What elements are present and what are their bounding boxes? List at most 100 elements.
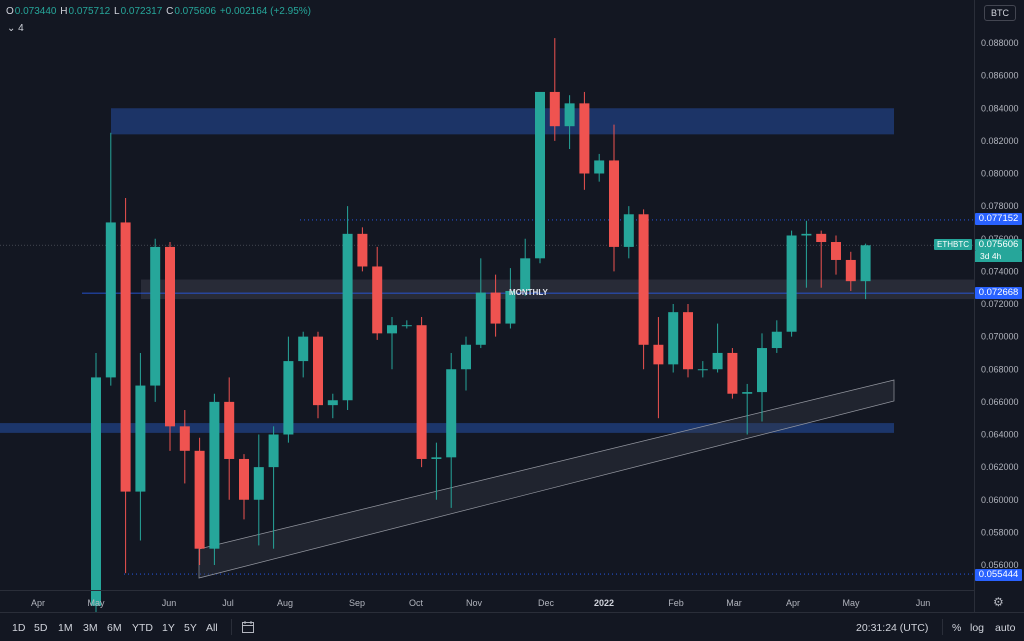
chart-canvas[interactable]: 0.088000 0.086000 0.084000 0.082000 0.080000…	[0, 0, 1024, 612]
candle-body	[120, 222, 131, 492]
candle-body	[771, 331, 782, 349]
price-tick-label: 0.070000	[981, 332, 1019, 342]
candle-body	[742, 392, 753, 394]
settings-gear-icon[interactable]: ⚙	[993, 595, 1004, 609]
timeframe-1y[interactable]: 1Y	[162, 622, 175, 634]
timeframe-6m[interactable]: 6M	[107, 622, 122, 634]
indicators-toggle[interactable]: ⌄ 4	[7, 23, 24, 34]
candle-body	[268, 434, 279, 468]
candle-body	[683, 312, 693, 370]
candle-body	[535, 91, 545, 259]
symbol-tag: ETHBTC	[934, 239, 972, 250]
time-tick-label: Jul	[222, 598, 234, 608]
time-tick-label: May	[87, 598, 105, 608]
timeframe-5y[interactable]: 5Y	[184, 622, 197, 634]
candle-body	[150, 246, 161, 386]
bottom-toolbar: 1D 5D 1M 3M 6M YTD 1Y 5Y All 20:31:24 (U…	[0, 612, 1024, 641]
candle-body	[697, 369, 708, 371]
chevron-down-icon: ⌄	[7, 23, 16, 34]
price-tick-label: 0.076000	[981, 234, 1019, 244]
price-tick-label: 0.080000	[981, 169, 1019, 179]
zones-layer	[0, 108, 974, 433]
candle-body	[135, 385, 146, 492]
candle-body	[91, 377, 101, 606]
price-axis[interactable]: 0.088000 0.086000 0.084000 0.082000 0.080000…	[0, 0, 1019, 612]
time-tick-label: Sep	[348, 598, 366, 608]
candles-layer	[91, 38, 871, 612]
time-tick-label: Mar	[726, 598, 742, 608]
change-value: +0.002164 (+2.95%)	[219, 6, 311, 17]
candle-body	[653, 344, 664, 365]
time-tick-label: Jun	[915, 598, 931, 608]
percent-toggle[interactable]: %	[952, 622, 962, 634]
close-label: C	[166, 6, 174, 17]
price-tick-label: 0.074000	[981, 266, 1019, 276]
price-tick-label: 0.082000	[981, 136, 1019, 146]
candle-body	[431, 457, 442, 459]
candle-body	[520, 258, 531, 291]
currency-badge[interactable]: BTC	[984, 5, 1016, 21]
time-tick-label: Nov	[465, 598, 483, 608]
price-tick-label: 0.084000	[981, 103, 1019, 113]
zone-upper-resistance	[111, 108, 894, 135]
low-label: L	[114, 6, 120, 17]
candle-body	[224, 401, 235, 459]
monthly-annotation: MONTHLY	[509, 288, 548, 297]
candle-body	[401, 325, 412, 327]
timeframe-ytd[interactable]: YTD	[132, 622, 153, 634]
high-value: 0.075712	[68, 6, 111, 17]
candle-body	[209, 401, 220, 549]
candle-body	[357, 233, 368, 267]
open-value: 0.073440	[14, 6, 57, 17]
low-value: 0.072317	[120, 6, 163, 17]
candle-body	[105, 222, 116, 378]
candle-body	[490, 292, 501, 324]
price-tick-label: 0.078000	[981, 201, 1019, 211]
calendar-range-icon[interactable]	[241, 620, 255, 634]
log-toggle[interactable]: log	[970, 622, 985, 634]
candle-body	[342, 233, 353, 401]
price-tick-label: 0.066000	[981, 397, 1019, 407]
price-tick-label: 0.056000	[981, 560, 1019, 570]
monthly-line-price-label: 0.072668	[975, 287, 1022, 299]
candle-body	[253, 467, 264, 500]
timeframe-1d[interactable]: 1D	[12, 622, 26, 634]
price-tick-label: 0.088000	[981, 38, 1019, 48]
price-tick-label: 0.068000	[981, 364, 1019, 374]
candle-body	[801, 233, 812, 236]
open-label: O	[6, 6, 14, 17]
candle-body	[505, 290, 516, 324]
time-tick-label: Apr	[785, 598, 801, 608]
timeframe-5d[interactable]: 5D	[34, 622, 48, 634]
candle-body	[579, 103, 590, 174]
candle-body	[860, 245, 871, 282]
close-value: 0.075606	[174, 6, 217, 17]
candle-body	[564, 103, 575, 127]
price-lines-layer	[0, 219, 974, 575]
candle-body	[194, 450, 205, 549]
candle-body	[712, 352, 723, 370]
candle-body	[165, 246, 175, 427]
toolbar-divider	[942, 619, 943, 635]
zone-monthly-zone	[141, 279, 974, 300]
ohlc-legend: O0.073440 H0.075712 L0.072317 C0.075606 …	[6, 6, 312, 17]
time-tick-label: Oct	[408, 598, 424, 608]
timeframe-all[interactable]: All	[206, 622, 218, 634]
timeframe-1m[interactable]: 1M	[58, 622, 73, 634]
auto-toggle[interactable]: auto	[995, 622, 1016, 634]
candle-body	[446, 369, 457, 458]
candle-body	[786, 235, 797, 332]
bar-countdown: 3d 4h	[975, 251, 1022, 262]
candle-body	[727, 352, 738, 394]
time-tick-label: Apr	[30, 598, 46, 608]
price-tick-label: 0.058000	[981, 527, 1019, 537]
timeframe-3m[interactable]: 3M	[83, 622, 98, 634]
candle-body	[609, 160, 619, 247]
clock-time[interactable]: 20:31:24 (UTC)	[856, 622, 929, 634]
price-tick-label: 0.086000	[981, 71, 1019, 81]
candle-body	[179, 426, 190, 451]
price-tick-label: 0.062000	[981, 462, 1019, 472]
low-line-price-label: 0.055444	[975, 569, 1022, 581]
candle-body	[816, 233, 827, 243]
time-tick-label: 2022	[593, 598, 615, 608]
